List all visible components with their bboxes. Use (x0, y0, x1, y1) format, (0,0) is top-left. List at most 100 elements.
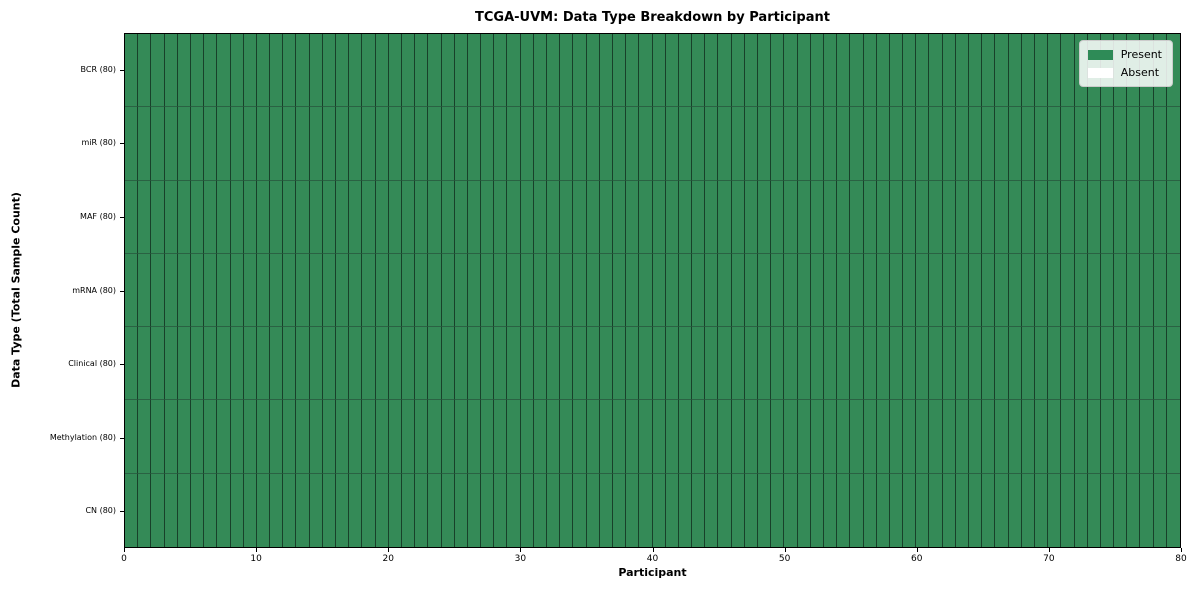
heatmap-cell (507, 327, 521, 401)
heatmap-cell (995, 180, 1009, 254)
heatmap-cell (1021, 34, 1035, 108)
heatmap-cell (138, 34, 152, 108)
heatmap-cell (1048, 473, 1062, 547)
heatmap-cell (982, 34, 996, 108)
heatmap-cell (1153, 327, 1167, 401)
heatmap-cell (639, 253, 653, 328)
heatmap-cell (507, 253, 521, 328)
heatmap-cell (270, 107, 284, 181)
heatmap-cell (270, 327, 284, 401)
heatmap-cell (692, 107, 706, 181)
heatmap-cell (903, 107, 917, 181)
heatmap-cell (705, 180, 719, 254)
heatmap-cell (230, 473, 244, 547)
heatmap-cell (533, 473, 547, 547)
heatmap-cell (256, 180, 271, 254)
heatmap-cell (349, 327, 363, 401)
heatmap-cell (467, 34, 482, 108)
heatmap-cell (665, 107, 679, 181)
heatmap-cell (283, 180, 297, 254)
heatmap-cell (678, 34, 693, 108)
heatmap-cell (1100, 327, 1115, 401)
heatmap-cell (969, 34, 983, 108)
heatmap-cell (520, 253, 534, 328)
heatmap-cell (626, 34, 640, 108)
heatmap-cell (1074, 253, 1088, 328)
heatmap-cell (612, 107, 627, 181)
heatmap-cell (401, 180, 416, 254)
heatmap-cell (520, 400, 534, 474)
heatmap-cell (151, 253, 165, 328)
heatmap-cell (1034, 327, 1049, 401)
heatmap-cell (969, 180, 983, 254)
heatmap-cell (718, 253, 732, 328)
heatmap-cell (639, 34, 653, 108)
heatmap-cell (639, 327, 653, 401)
heatmap-cell (639, 107, 653, 181)
heatmap-cell (850, 473, 864, 547)
heatmap-cell (125, 253, 139, 328)
heatmap-cell (204, 253, 218, 328)
heatmap-cell (955, 34, 969, 108)
heatmap-cell (336, 34, 350, 108)
heatmap-cell (388, 327, 402, 401)
heatmap-cell (995, 107, 1009, 181)
heatmap-cell (270, 253, 284, 328)
heatmap-cell (1140, 473, 1154, 547)
heatmap-cell (138, 180, 152, 254)
heatmap-cell (586, 34, 600, 108)
heatmap-cell (375, 107, 389, 181)
heatmap-cell (375, 180, 389, 254)
heatmap-cell (230, 107, 244, 181)
heatmap-cell (441, 253, 455, 328)
heatmap-cell (283, 34, 297, 108)
heatmap-cell (1048, 400, 1062, 474)
heatmap-cell (1021, 107, 1035, 181)
heatmap-cell (837, 107, 851, 181)
heatmap-cell (810, 253, 824, 328)
heatmap-cell (481, 327, 495, 401)
heatmap-cell (375, 400, 389, 474)
legend-label-absent: Absent (1120, 66, 1160, 79)
heatmap-cell (797, 253, 811, 328)
heatmap-cell (823, 180, 838, 254)
heatmap-cell (784, 400, 798, 474)
heatmap-cell (1048, 180, 1062, 254)
heatmap-cell (507, 34, 521, 108)
heatmap-cell (1087, 253, 1101, 328)
legend-entry-present: Present (1087, 48, 1162, 61)
heatmap-cell (599, 107, 613, 181)
heatmap-cell (586, 107, 600, 181)
heatmap-cell (929, 327, 943, 401)
heatmap-cell (837, 180, 851, 254)
heatmap-cell (665, 180, 679, 254)
heatmap-cell (1153, 473, 1167, 547)
heatmap-cell (903, 327, 917, 401)
heatmap-cell (744, 34, 758, 108)
heatmap-cell (626, 253, 640, 328)
heatmap-cell (415, 400, 429, 474)
heatmap-cell (560, 400, 574, 474)
x-tick-label: 50 (778, 554, 791, 564)
heatmap-cell (1140, 107, 1154, 181)
heatmap-cell (230, 180, 244, 254)
heatmap-cell (1034, 400, 1049, 474)
heatmap-cell (164, 473, 178, 547)
heatmap-cell (1100, 400, 1115, 474)
heatmap-cell (771, 253, 785, 328)
heatmap-cell (678, 327, 693, 401)
heatmap-cell (388, 253, 402, 328)
heatmap-cell (586, 180, 600, 254)
heatmap-cell (1153, 180, 1167, 254)
heatmap-cell (995, 327, 1009, 401)
heatmap-cell (758, 107, 772, 181)
heatmap-cell (494, 253, 508, 328)
heatmap-cell (401, 327, 416, 401)
heatmap-cell (375, 327, 389, 401)
heatmap-cell (125, 107, 139, 181)
heatmap-cell (336, 473, 350, 547)
heatmap-cell (401, 473, 416, 547)
heatmap-cell (784, 253, 798, 328)
heatmap-cell (151, 34, 165, 108)
heatmap-cell (705, 327, 719, 401)
